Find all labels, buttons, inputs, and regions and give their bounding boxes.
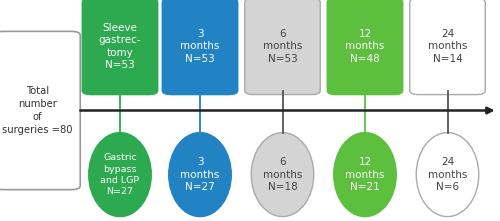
Text: 3
months
N=53: 3 months N=53 [180, 29, 220, 64]
Text: 6
months
N=18: 6 months N=18 [263, 157, 302, 192]
Text: 3
months
N=27: 3 months N=27 [180, 157, 220, 192]
FancyBboxPatch shape [82, 0, 158, 95]
FancyBboxPatch shape [244, 0, 320, 95]
Text: Sleeve
gastrec-
tomy
N=53: Sleeve gastrec- tomy N=53 [98, 23, 142, 70]
Text: 6
months
N=53: 6 months N=53 [263, 29, 302, 64]
Text: 12
months
N=21: 12 months N=21 [346, 157, 385, 192]
Ellipse shape [89, 133, 151, 217]
Ellipse shape [334, 133, 396, 217]
Text: 24
months
N=6: 24 months N=6 [428, 157, 467, 192]
Text: Gastric
bypass
and LGP
N=27: Gastric bypass and LGP N=27 [100, 153, 140, 196]
Ellipse shape [169, 133, 231, 217]
Text: 12
months
N=48: 12 months N=48 [346, 29, 385, 64]
Ellipse shape [252, 133, 314, 217]
FancyBboxPatch shape [162, 0, 238, 95]
Ellipse shape [416, 133, 479, 217]
FancyBboxPatch shape [410, 0, 485, 95]
Text: 24
months
N=14: 24 months N=14 [428, 29, 467, 64]
Text: Total
number
of
surgeries =80: Total number of surgeries =80 [2, 86, 73, 135]
FancyBboxPatch shape [327, 0, 403, 95]
FancyBboxPatch shape [0, 31, 80, 190]
